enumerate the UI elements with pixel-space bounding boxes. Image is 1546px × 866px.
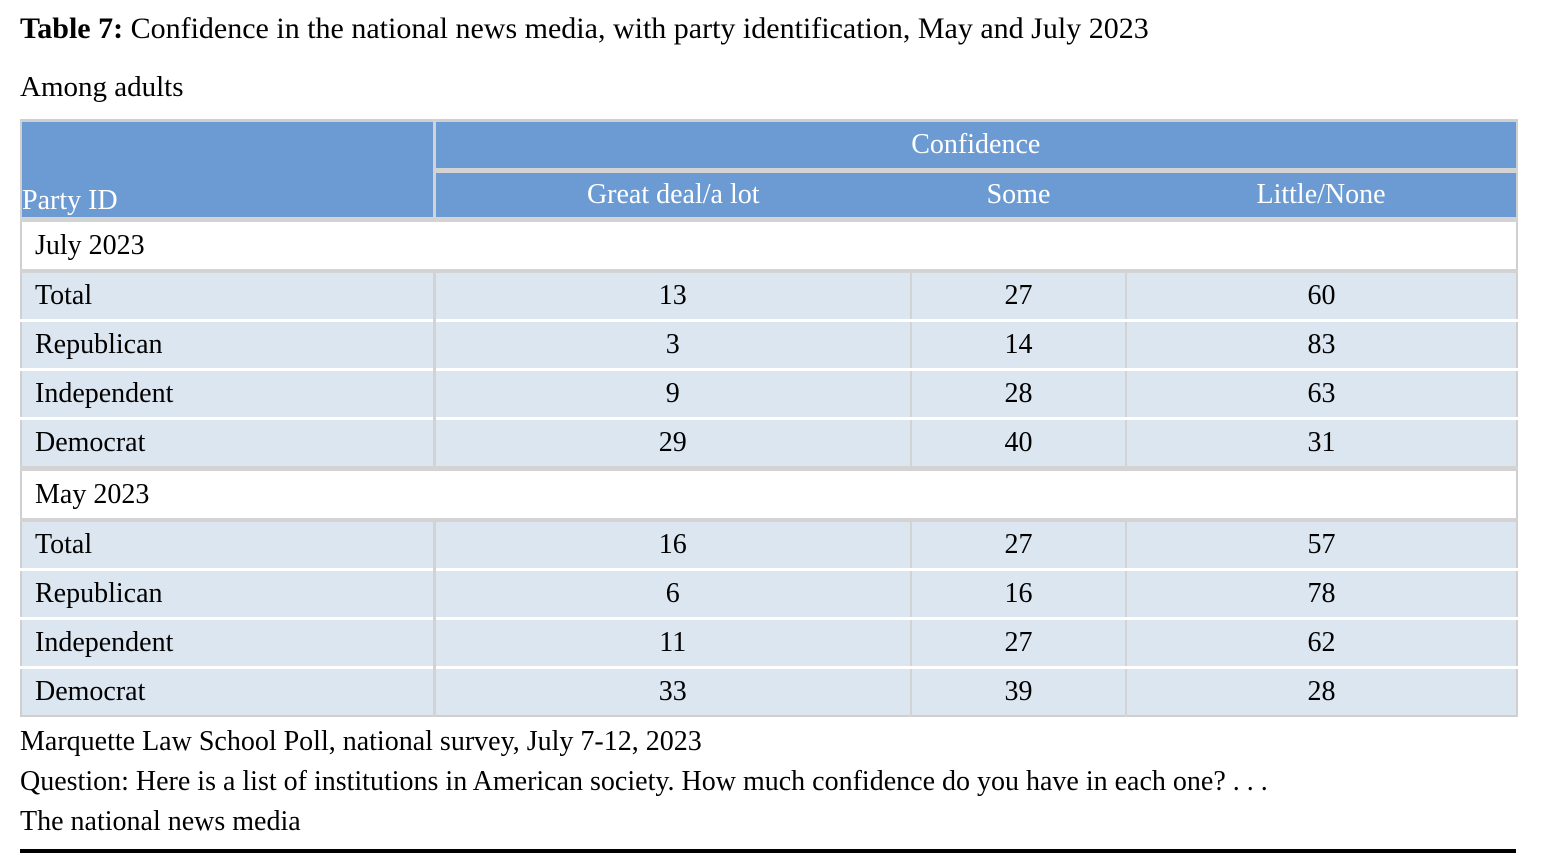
data-row: Republican 3 14 83: [21, 319, 1518, 370]
value-cell: 28: [911, 368, 1127, 419]
data-row: Democrat 29 40 31: [21, 417, 1518, 469]
header-row-group: Party ID Confidence: [21, 120, 1518, 220]
row-label-cell: Democrat: [21, 666, 436, 716]
row-label-cell: Total: [21, 518, 436, 570]
data-row: Democrat 33 39 28: [21, 666, 1518, 716]
question-subject-line: The national news media: [20, 806, 301, 837]
value-cell: 6: [434, 568, 912, 619]
confidence-group-header: Confidence: [434, 120, 1518, 173]
question-line: Question: Here is a list of institutions…: [20, 766, 1268, 797]
value-cell: 11: [434, 617, 912, 668]
table-subtitle: Among adults: [20, 71, 184, 103]
table-title: Table 7: Confidence in the national news…: [20, 8, 1516, 50]
confidence-table: Party ID Confidence Great deal/a lot Som…: [20, 119, 1519, 717]
data-row: Independent 11 27 62: [21, 617, 1518, 668]
value-cell: 57: [1126, 518, 1518, 570]
row-label-cell: Republican: [21, 568, 436, 619]
value-cell: 16: [434, 518, 912, 570]
section-label: July 2023: [21, 217, 1518, 273]
value-cell: 28: [1126, 666, 1518, 716]
value-cell: 63: [1126, 368, 1518, 419]
value-cell: 33: [434, 666, 912, 716]
value-cell: 27: [911, 518, 1127, 570]
data-row: Independent 9 28 63: [21, 368, 1518, 419]
value-cell: 9: [434, 368, 912, 419]
section-row: May 2023: [21, 466, 1518, 522]
value-cell: 78: [1126, 568, 1518, 619]
section-label: May 2023: [21, 466, 1518, 522]
col-header-little-none: Little/None: [1126, 170, 1518, 222]
header-row-subcols: Great deal/a lot Some Little/None: [21, 170, 1518, 222]
value-cell: 16: [911, 568, 1127, 619]
value-cell: 29: [434, 417, 912, 469]
data-row: Republican 6 16 78: [21, 568, 1518, 619]
table-header: Party ID Confidence Great deal/a lot Som…: [21, 120, 1518, 222]
col-header-great-deal: Great deal/a lot: [434, 170, 911, 222]
value-cell: 14: [911, 319, 1127, 370]
source-line: Marquette Law School Poll, national surv…: [20, 726, 702, 757]
value-cell: 13: [434, 269, 912, 321]
value-cell: 3: [434, 319, 912, 370]
row-label-cell: Independent: [21, 368, 436, 419]
col-header-some: Some: [911, 170, 1126, 222]
value-cell: 40: [911, 417, 1127, 469]
value-cell: 27: [911, 617, 1127, 668]
party-id-header: Party ID: [21, 120, 436, 220]
data-row: Total 16 27 57: [21, 518, 1518, 570]
value-cell: 60: [1126, 269, 1518, 321]
value-cell: 39: [911, 666, 1127, 716]
value-cell: 31: [1126, 417, 1518, 469]
row-label-cell: Total: [21, 269, 436, 321]
bottom-rule: [20, 849, 1516, 853]
table-title-text: Confidence in the national news media, w…: [123, 12, 1149, 45]
table-body: July 2023 Total 13 27 60 Republican 3 14 83 Indep…: [21, 217, 1518, 716]
value-cell: 83: [1126, 319, 1518, 370]
table-title-label: Table 7:: [20, 12, 124, 45]
data-row: Total 13 27 60: [21, 269, 1518, 321]
value-cell: 27: [911, 269, 1127, 321]
row-label-cell: Democrat: [21, 417, 436, 469]
value-cell: 62: [1126, 617, 1518, 668]
row-label-cell: Republican: [21, 319, 436, 370]
table-footer: Marquette Law School Poll, national surv…: [20, 722, 1516, 842]
section-row: July 2023: [21, 217, 1518, 273]
row-label-cell: Independent: [21, 617, 436, 668]
